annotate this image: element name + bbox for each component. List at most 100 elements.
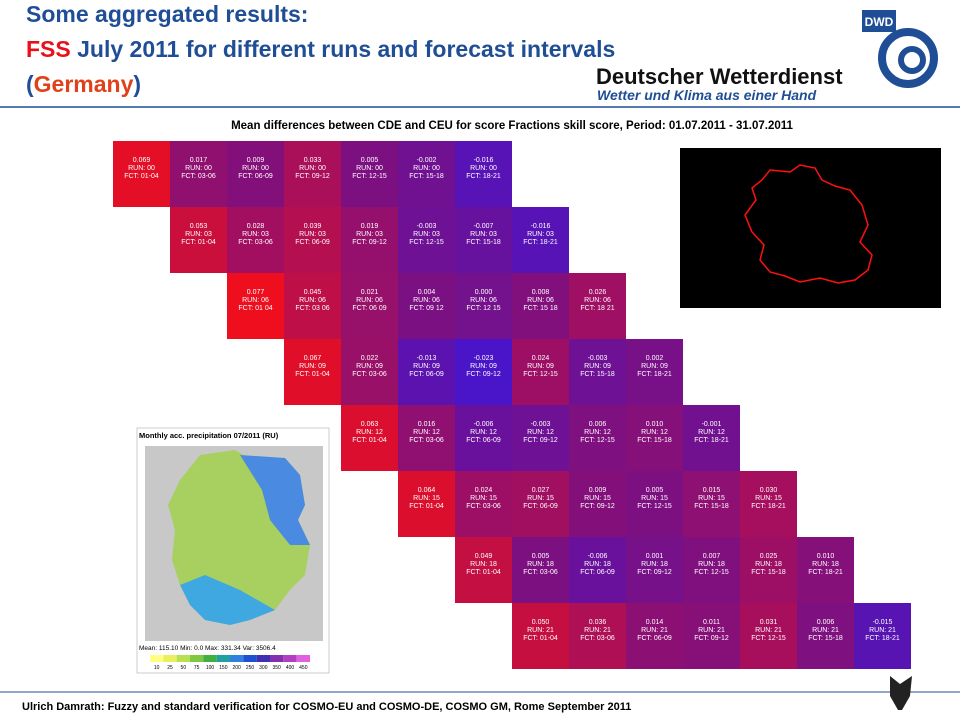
- heatmap-cell: [569, 339, 626, 405]
- cell-fct: FCT: 18-21: [808, 569, 843, 576]
- heatmap-cell: [512, 603, 569, 669]
- heatmap-cell: [455, 273, 512, 339]
- heatmap-cell: [227, 141, 284, 207]
- heatmap-cell: [113, 141, 170, 207]
- cell-run: RUN: 00: [185, 165, 212, 172]
- cell-fct: FCT: 03-06: [580, 635, 615, 642]
- cell-run: RUN: 09: [641, 363, 668, 370]
- cell-fct: FCT: 01-04: [124, 173, 159, 180]
- cell-fct: FCT: 09-12: [295, 173, 330, 180]
- cell-run: RUN: 09: [356, 363, 383, 370]
- heatmap-cell: [797, 537, 854, 603]
- heatmap-cell: [512, 273, 569, 339]
- cell-run: RUN: 00: [299, 165, 326, 172]
- cell-value: 0.010: [646, 421, 664, 428]
- cell-run: RUN: 00: [470, 165, 497, 172]
- cell-run: RUN: 03: [356, 231, 383, 238]
- colorbar-swatch: [176, 655, 190, 662]
- cell-value: 0.008: [532, 289, 550, 296]
- cell-fct: FCT: 15-18: [637, 437, 672, 444]
- heatmap-cell: [512, 207, 569, 273]
- paren: ): [133, 71, 141, 97]
- eagle-icon: [890, 676, 912, 710]
- cell-value: -0.015: [873, 619, 893, 626]
- heatmap-cell: [626, 537, 683, 603]
- cell-value: -0.006: [474, 421, 494, 428]
- cell-fct: FCT: 15-18: [409, 173, 444, 180]
- cell-fct: FCT: 01-04: [466, 569, 501, 576]
- cell-value: 0.024: [475, 487, 493, 494]
- cell-run: RUN: 15: [584, 495, 611, 502]
- cell-fct: FCT: 06 09: [352, 305, 386, 312]
- cell-run: RUN: 18: [641, 561, 668, 568]
- cell-value: 0.022: [361, 355, 379, 362]
- heatmap-cell: [512, 405, 569, 471]
- cell-fct: FCT: 03-06: [352, 371, 387, 378]
- heatmap-cell: [569, 471, 626, 537]
- cell-run: RUN: 18: [698, 561, 725, 568]
- cell-value: 0.021: [361, 289, 379, 296]
- heatmap-cell: [284, 339, 341, 405]
- heatmap-cell: [455, 207, 512, 273]
- cell-run: RUN: 00: [356, 165, 383, 172]
- cell-fct: FCT: 12 15: [466, 305, 500, 312]
- heatmap-cell: [398, 471, 455, 537]
- heatmap-cell: [227, 207, 284, 273]
- cell-fct: FCT: 09-12: [466, 371, 501, 378]
- cell-fct: FCT: 12-15: [637, 503, 672, 510]
- cell-value: 0.011: [703, 619, 720, 626]
- heatmap-cell: [341, 273, 398, 339]
- cell-value: 0.019: [361, 223, 379, 230]
- logo-tagline: Wetter und Klima aus einer Hand: [597, 87, 817, 103]
- heatmap-cell: [341, 339, 398, 405]
- cell-fct: FCT: 18 21: [580, 305, 614, 312]
- cell-run: RUN: 12: [356, 429, 383, 436]
- cell-run: RUN: 15: [698, 495, 725, 502]
- cell-fct: FCT: 03-06: [409, 437, 444, 444]
- cell-run: RUN: 06: [356, 297, 383, 304]
- cell-run: RUN: 03: [413, 231, 440, 238]
- heatmap-cell: [626, 603, 683, 669]
- cell-fct: FCT: 12-15: [580, 437, 615, 444]
- cell-run: RUN: 21: [869, 627, 896, 634]
- colorbar-label: 400: [286, 665, 295, 671]
- cell-run: RUN: 18: [470, 561, 497, 568]
- heatmap-cell: [740, 471, 797, 537]
- cell-value: -0.016: [474, 157, 494, 164]
- cell-value: 0.045: [304, 289, 322, 296]
- cell-fct: FCT: 12-15: [409, 239, 444, 246]
- colorbar-swatch: [163, 655, 177, 662]
- cell-run: RUN: 06: [242, 297, 269, 304]
- footer-text: Ulrich Damrath: Fuzzy and standard verif…: [22, 701, 631, 713]
- cell-value: 0.028: [247, 223, 265, 230]
- title-line1: Some aggregated results:: [26, 1, 308, 27]
- heatmap-cell: [398, 339, 455, 405]
- logo-box: [862, 10, 896, 32]
- cell-value: 0.015: [703, 487, 721, 494]
- cell-fct: FCT: 01-04: [181, 239, 216, 246]
- cell-value: 0.039: [304, 223, 322, 230]
- title-line3: (Germany): [26, 71, 141, 97]
- heatmap-cell: [626, 339, 683, 405]
- cell-fct: FCT: 15-18: [694, 503, 729, 510]
- cell-value: 0.009: [589, 487, 607, 494]
- cell-value: 0.049: [475, 553, 493, 560]
- cell-fct: FCT: 18-21: [751, 503, 786, 510]
- cell-fct: FCT: 18-21: [865, 635, 900, 642]
- heatmap-cell: [797, 603, 854, 669]
- heatmap-cell: [170, 207, 227, 273]
- heatmap-cell: [284, 207, 341, 273]
- cell-run: RUN: 15: [413, 495, 440, 502]
- cell-run: RUN: 15: [755, 495, 782, 502]
- colorbar-label: 200: [232, 665, 241, 671]
- colorbar-swatch: [190, 655, 204, 662]
- cell-value: -0.003: [531, 421, 551, 428]
- heatmap-cell: [455, 339, 512, 405]
- cell-fct: FCT: 06-09: [295, 239, 330, 246]
- cell-fct: FCT: 01-04: [295, 371, 330, 378]
- cell-value: 0.002: [646, 355, 664, 362]
- cell-run: RUN: 03: [527, 231, 554, 238]
- heatmap-cell: [512, 471, 569, 537]
- heatmap-cell: [398, 141, 455, 207]
- cell-value: -0.002: [417, 157, 437, 164]
